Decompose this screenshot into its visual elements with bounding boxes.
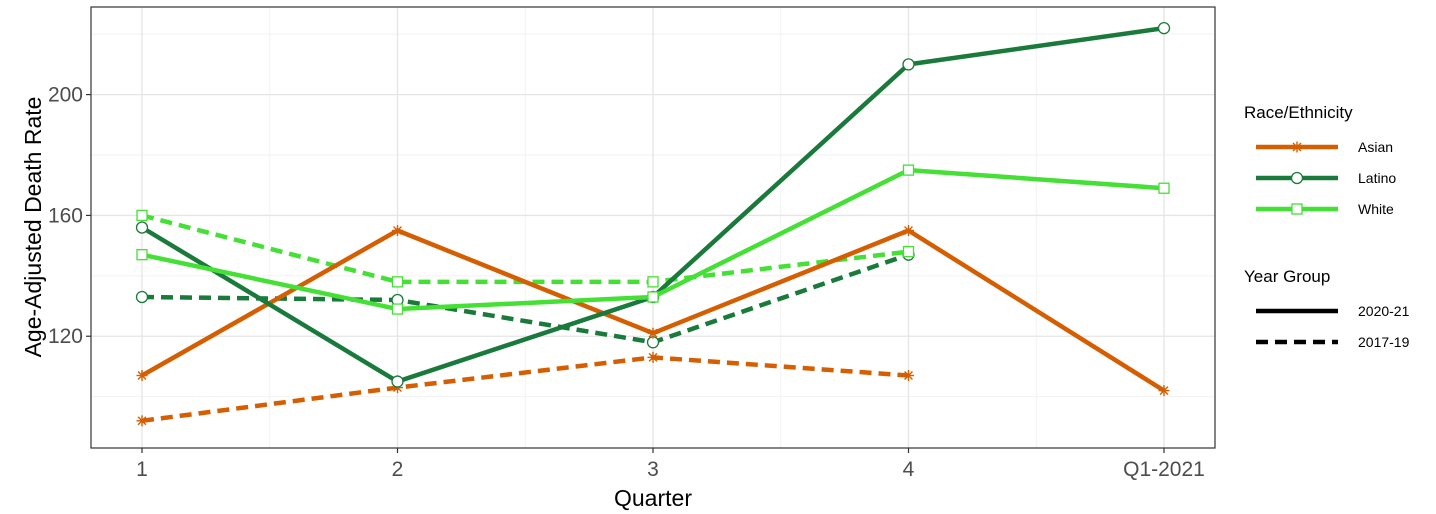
asterisk-stroke	[137, 416, 147, 426]
data-point-latino-2020-21-2	[391, 375, 404, 388]
legend-label-white: White	[1358, 201, 1394, 217]
x-tick-label-4: 4	[903, 458, 915, 481]
data-point-asian-2020-21-2	[392, 225, 403, 237]
asterisk-stroke	[137, 371, 147, 380]
x-axis-title: Quarter	[614, 485, 692, 511]
legend-key-white: White	[1256, 201, 1394, 217]
data-point-white-2017-19-2	[391, 276, 404, 288]
data-point-asian-2020-21-1	[136, 370, 148, 382]
legend-marker-white	[1291, 203, 1303, 215]
y-tick-label-120: 120	[48, 325, 83, 348]
data-point-asian-2020-21-4	[903, 225, 914, 237]
data-point-asian-2017-19-3	[647, 351, 659, 363]
data-point-asian-2020-21-3	[647, 327, 659, 339]
legend-marker-asian	[1291, 141, 1303, 153]
legend-label-latino: Latino	[1358, 170, 1396, 186]
y-tick-label-200: 200	[48, 84, 83, 107]
data-point-white-2020-21-1	[136, 249, 148, 261]
legend-label-2017-19: 2017-19	[1358, 334, 1410, 350]
data-point-latino-2017-19-1	[135, 290, 149, 304]
legend-marker-latino	[1290, 171, 1304, 185]
series-white-2020-21	[136, 164, 1170, 315]
data-point-white-2017-19-3	[647, 276, 659, 288]
series-asian-2020-21	[136, 225, 1170, 397]
legend-key-latino: Latino	[1256, 170, 1396, 186]
series-line-latino-2017-19	[141, 252, 910, 345]
legend-label-asian: Asian	[1358, 139, 1393, 155]
legend-color-keys: Asian Latino White	[1256, 139, 1396, 217]
series-layer	[135, 21, 1171, 427]
series-line-asian-2017-19	[141, 355, 909, 424]
asterisk-stroke	[1159, 386, 1169, 396]
data-point-white-2020-21-2	[391, 303, 404, 315]
data-point-asian-2017-19-1	[136, 415, 148, 427]
legend-key-2020-21: 2020-21	[1256, 303, 1410, 319]
data-point-white-2020-21-3	[647, 291, 659, 303]
legend-key-2017-19: 2017-19	[1256, 334, 1410, 350]
data-point-white-2020-21-4	[902, 164, 915, 176]
x-tick-label-q1-2021: Q1-2021	[1123, 458, 1205, 481]
data-point-latino-2020-21-1	[135, 221, 149, 234]
legend-key-asian: Asian	[1256, 139, 1393, 155]
y-tick-label-160: 160	[48, 204, 83, 227]
data-point-latino-2020-21-4	[902, 58, 915, 71]
x-tick-label-2: 2	[392, 458, 404, 481]
data-point-white-2017-19-4	[902, 246, 915, 258]
data-point-latino-2020-21-q1-2021	[1157, 21, 1171, 35]
asterisk-stroke	[648, 328, 658, 338]
asterisk-stroke	[1292, 142, 1302, 152]
data-point-asian-2017-19-4	[903, 370, 914, 382]
legend-linetype-title: Year Group	[1244, 267, 1330, 286]
data-point-white-2017-19-1	[136, 209, 148, 222]
legend-linetype-keys: 2020-21 2017-19	[1256, 303, 1410, 350]
data-point-asian-2020-21-q1-2021	[1158, 385, 1170, 397]
y-axis-title: Age-Adjusted Death Rate	[20, 97, 46, 358]
asterisk-stroke	[904, 226, 913, 235]
x-tick-label-1: 1	[136, 458, 148, 481]
legend-label-2020-21: 2020-21	[1358, 303, 1410, 319]
legend: Race/Ethnicity Asian Latino White Year Gro…	[1244, 103, 1410, 350]
asterisk-stroke	[904, 371, 913, 380]
axes-layer: 1 2 3 4 Q1-2021 120 160 200	[48, 84, 1205, 481]
legend-color-title: Race/Ethnicity	[1244, 103, 1353, 122]
x-tick-label-3: 3	[647, 458, 659, 481]
data-point-white-2020-21-q1-2021	[1158, 182, 1170, 194]
asterisk-stroke	[648, 352, 658, 362]
asterisk-stroke	[393, 226, 402, 235]
